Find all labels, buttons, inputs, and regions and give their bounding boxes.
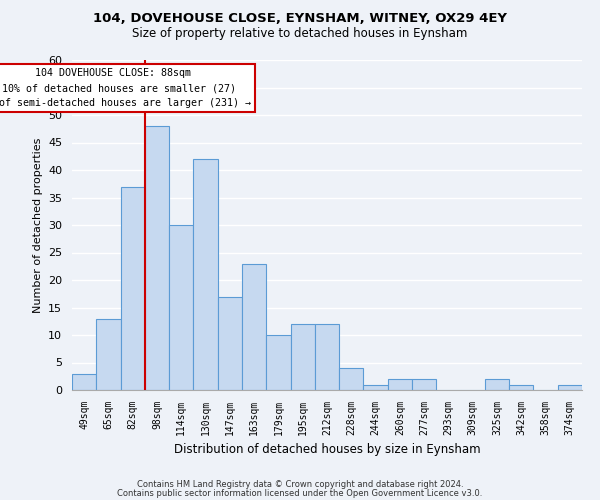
Text: Size of property relative to detached houses in Eynsham: Size of property relative to detached ho… [133,28,467,40]
Bar [72,374,96,390]
Bar [193,159,218,390]
Bar [558,384,582,390]
Bar [242,264,266,390]
Bar [169,225,193,390]
Bar [339,368,364,390]
Text: 104 DOVEHOUSE CLOSE: 88sqm
← 10% of detached houses are smaller (27)
90% of semi: 104 DOVEHOUSE CLOSE: 88sqm ← 10% of deta… [0,68,251,108]
X-axis label: Distribution of detached houses by size in Eynsham: Distribution of detached houses by size … [173,444,481,456]
Bar [364,384,388,390]
Bar [121,186,145,390]
Bar [218,296,242,390]
Bar [388,379,412,390]
Bar [145,126,169,390]
Bar [96,318,121,390]
Bar [485,379,509,390]
Y-axis label: Number of detached properties: Number of detached properties [32,138,43,312]
Text: 104, DOVEHOUSE CLOSE, EYNSHAM, WITNEY, OX29 4EY: 104, DOVEHOUSE CLOSE, EYNSHAM, WITNEY, O… [93,12,507,26]
Text: Contains HM Land Registry data © Crown copyright and database right 2024.: Contains HM Land Registry data © Crown c… [137,480,463,489]
Bar [266,335,290,390]
Bar [412,379,436,390]
Bar [315,324,339,390]
Bar [509,384,533,390]
Text: Contains public sector information licensed under the Open Government Licence v3: Contains public sector information licen… [118,489,482,498]
Bar [290,324,315,390]
